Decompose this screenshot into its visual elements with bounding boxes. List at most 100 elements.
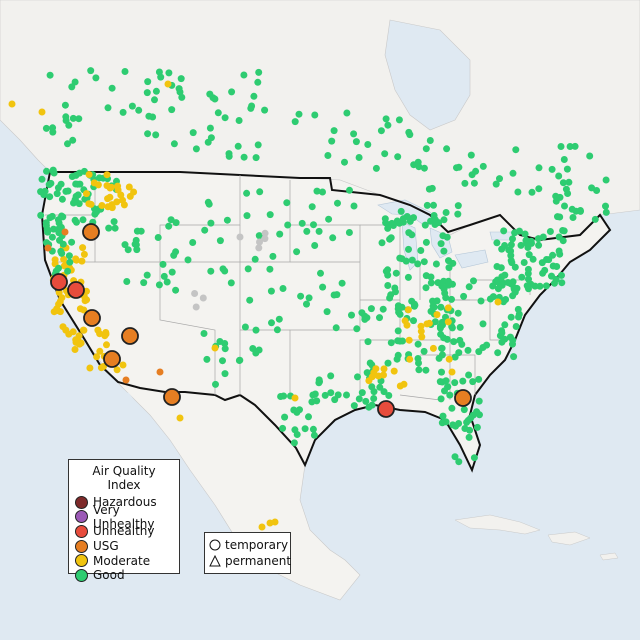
monitor-dot [438, 318, 446, 326]
monitor-dot [418, 333, 426, 341]
monitor-dot [93, 208, 101, 216]
monitor-dot [363, 314, 371, 322]
monitor-dot [560, 156, 568, 163]
monitor-dot [539, 233, 547, 241]
monitor-dot [464, 346, 472, 354]
monitor-dot [507, 257, 515, 265]
monitor-dot [445, 264, 453, 272]
monitor-dot [454, 202, 462, 210]
monitor-dot [494, 285, 502, 293]
monitor-dot [392, 269, 400, 277]
shape-legend-row-permanent: permanent [209, 553, 291, 569]
monitor-dot [405, 128, 413, 136]
monitor-dot [205, 200, 213, 208]
monitor-dot [319, 283, 327, 291]
monitor-dot [168, 268, 176, 276]
monitor-dot [301, 425, 309, 433]
aqi-legend-label: Good [93, 568, 125, 583]
monitor-dot [352, 138, 360, 146]
monitor-dot [143, 89, 151, 97]
monitor-dot [452, 422, 460, 430]
monitor-dot [475, 348, 483, 356]
monitor-dot [448, 324, 456, 332]
monitor-dot [377, 127, 385, 135]
monitor-dot [151, 96, 158, 104]
aqi-legend-label: USG [93, 539, 119, 554]
monitor-dot [38, 175, 46, 183]
monitor-dot [61, 228, 69, 236]
monitor-dot [330, 127, 338, 135]
monitor-dot [38, 108, 46, 116]
monitor-dot [165, 222, 173, 230]
monitor-dot [256, 238, 263, 246]
monitor-dot [451, 453, 459, 461]
monitor-dot [564, 190, 572, 197]
monitor-dot [310, 431, 318, 439]
monitor-dot [254, 78, 262, 86]
monitor-dot [380, 371, 387, 379]
monitor-dot [402, 257, 410, 265]
monitor-dot [558, 271, 565, 279]
monitor-dot [303, 227, 311, 235]
monitor-dot [207, 267, 215, 275]
monitor-dot [221, 267, 229, 275]
temporary-monitor-marker [83, 309, 101, 327]
monitor-dot [408, 231, 416, 239]
monitor-dot [555, 247, 563, 255]
monitor-dot [422, 366, 430, 374]
monitor-dot [53, 305, 61, 313]
monitor-dot [525, 251, 533, 259]
monitor-dot [241, 323, 249, 331]
monitor-dot [505, 246, 513, 254]
monitor-dot [353, 325, 361, 333]
monitor-dot [417, 327, 425, 335]
monitor-dot [101, 332, 109, 340]
monitor-dot [311, 390, 319, 398]
shape-legend-label: temporary [225, 538, 289, 552]
monitor-dot [324, 152, 332, 159]
monitor-dot [283, 199, 291, 207]
monitor-dot [384, 271, 392, 279]
monitor-dot [49, 166, 57, 174]
monitor-dot [43, 167, 50, 175]
monitor-dot [279, 424, 287, 432]
monitor-dot [399, 218, 407, 226]
monitor-dot [422, 145, 430, 153]
monitor-dot [391, 284, 399, 292]
aqi-legend-label: Hazardous [93, 495, 157, 510]
monitor-dot [83, 296, 91, 304]
monitor-dot [408, 256, 416, 264]
monitor-dot [214, 109, 222, 117]
monitor-dot [103, 171, 111, 179]
monitor-dot [396, 254, 404, 262]
monitor-dot [140, 279, 148, 287]
monitor-dot [443, 233, 451, 241]
monitor-dot [504, 279, 512, 286]
monitor-dot [448, 295, 455, 303]
monitor-dot [463, 418, 471, 426]
monitor-dot [8, 100, 16, 108]
monitor-dot [90, 179, 98, 187]
monitor-dot [378, 239, 386, 247]
monitor-dot [271, 518, 279, 526]
monitor-dot [308, 398, 316, 406]
monitor-dot [321, 391, 329, 399]
monitor-dot [410, 214, 417, 222]
monitor-dot [201, 226, 209, 234]
monitor-dot [376, 383, 384, 391]
monitor-dot [566, 143, 574, 150]
monitor-dot [176, 414, 184, 422]
monitor-dot [261, 235, 269, 243]
monitor-dot [131, 240, 139, 248]
monitor-dot [395, 116, 403, 124]
monitor-dot [219, 357, 226, 365]
monitor-dot [385, 392, 393, 399]
monitor-dot [523, 240, 531, 248]
monitor-dot [284, 221, 292, 229]
monitor-dot [47, 179, 55, 187]
monitor-dot [177, 75, 185, 83]
monitor-dot [66, 258, 74, 266]
monitor-dot [355, 395, 363, 403]
monitor-dot [261, 229, 269, 237]
monitor-dot [154, 234, 162, 241]
